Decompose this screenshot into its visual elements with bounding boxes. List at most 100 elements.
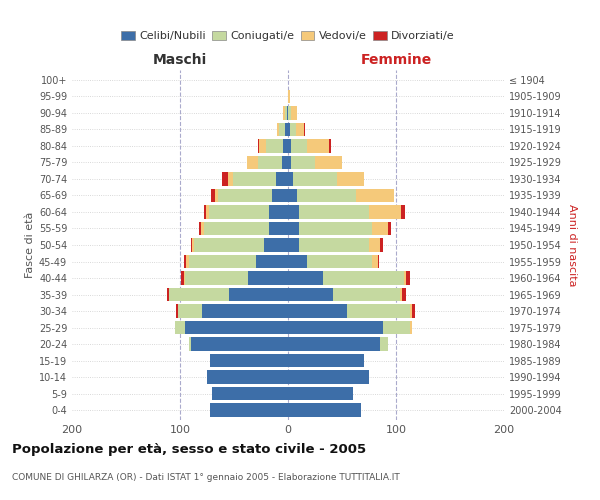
Bar: [266, 139, 283, 152]
Bar: [315, 156, 342, 169]
Bar: [347, 304, 410, 318]
Bar: [288, 139, 291, 152]
Bar: [329, 139, 331, 152]
Bar: [175, 321, 185, 334]
Bar: [211, 188, 215, 202]
Bar: [372, 254, 377, 268]
Bar: [185, 321, 288, 334]
Bar: [280, 122, 285, 136]
Bar: [258, 156, 281, 169]
Y-axis label: Anni di nascita: Anni di nascita: [567, 204, 577, 286]
Bar: [185, 271, 248, 285]
Bar: [248, 271, 288, 285]
Bar: [369, 205, 401, 219]
Bar: [291, 106, 296, 120]
Bar: [285, 106, 287, 120]
Text: Femmine: Femmine: [361, 52, 431, 66]
Bar: [290, 122, 296, 136]
Bar: [288, 238, 299, 252]
Bar: [369, 238, 380, 252]
Bar: [247, 156, 258, 169]
Bar: [184, 271, 185, 285]
Bar: [288, 254, 307, 268]
Bar: [401, 205, 404, 219]
Bar: [269, 205, 288, 219]
Legend: Celibi/Nubili, Coniugati/e, Vedovi/e, Divorziati/e: Celibi/Nubili, Coniugati/e, Vedovi/e, Di…: [117, 26, 459, 46]
Text: Popolazione per età, sesso e stato civile - 2005: Popolazione per età, sesso e stato civil…: [12, 442, 366, 456]
Bar: [204, 222, 269, 235]
Bar: [403, 288, 406, 302]
Bar: [372, 222, 388, 235]
Bar: [283, 106, 285, 120]
Bar: [269, 222, 288, 235]
Bar: [169, 288, 229, 302]
Bar: [167, 288, 169, 302]
Bar: [296, 188, 356, 202]
Bar: [288, 90, 290, 103]
Bar: [187, 254, 188, 268]
Bar: [296, 122, 304, 136]
Bar: [184, 254, 187, 268]
Bar: [404, 271, 406, 285]
Text: Maschi: Maschi: [153, 52, 207, 66]
Bar: [288, 122, 290, 136]
Bar: [188, 338, 191, 351]
Bar: [356, 188, 394, 202]
Bar: [288, 404, 361, 417]
Bar: [334, 288, 400, 302]
Y-axis label: Fasce di età: Fasce di età: [25, 212, 35, 278]
Bar: [337, 172, 364, 186]
Text: COMUNE DI GHILARZA (OR) - Dati ISTAT 1° gennaio 2005 - Elaborazione TUTTITALIA.I: COMUNE DI GHILARZA (OR) - Dati ISTAT 1° …: [12, 472, 400, 482]
Bar: [229, 288, 288, 302]
Bar: [288, 370, 369, 384]
Bar: [377, 254, 379, 268]
Bar: [288, 321, 383, 334]
Bar: [400, 288, 403, 302]
Bar: [259, 139, 266, 152]
Bar: [258, 139, 259, 152]
Bar: [380, 338, 388, 351]
Bar: [288, 387, 353, 400]
Bar: [288, 354, 364, 368]
Bar: [283, 139, 288, 152]
Bar: [218, 188, 272, 202]
Bar: [288, 304, 347, 318]
Bar: [410, 321, 412, 334]
Bar: [293, 172, 337, 186]
Bar: [288, 106, 291, 120]
Bar: [192, 238, 194, 252]
Bar: [200, 222, 204, 235]
Bar: [299, 238, 369, 252]
Bar: [207, 370, 288, 384]
Bar: [412, 304, 415, 318]
Bar: [281, 156, 288, 169]
Bar: [199, 222, 200, 235]
Bar: [276, 172, 288, 186]
Bar: [380, 238, 383, 252]
Bar: [215, 188, 218, 202]
Bar: [233, 172, 276, 186]
Bar: [288, 222, 299, 235]
Bar: [272, 188, 288, 202]
Bar: [323, 271, 404, 285]
Bar: [188, 254, 256, 268]
Bar: [288, 338, 380, 351]
Bar: [202, 304, 288, 318]
Bar: [209, 205, 269, 219]
Bar: [191, 338, 288, 351]
Bar: [194, 238, 264, 252]
Bar: [178, 304, 202, 318]
Bar: [307, 139, 329, 152]
Bar: [304, 122, 305, 136]
Bar: [288, 288, 334, 302]
Bar: [299, 205, 369, 219]
Bar: [210, 404, 288, 417]
Bar: [288, 271, 323, 285]
Bar: [288, 156, 291, 169]
Bar: [285, 122, 288, 136]
Bar: [307, 254, 372, 268]
Bar: [287, 106, 288, 120]
Bar: [410, 304, 412, 318]
Bar: [288, 188, 296, 202]
Bar: [227, 172, 233, 186]
